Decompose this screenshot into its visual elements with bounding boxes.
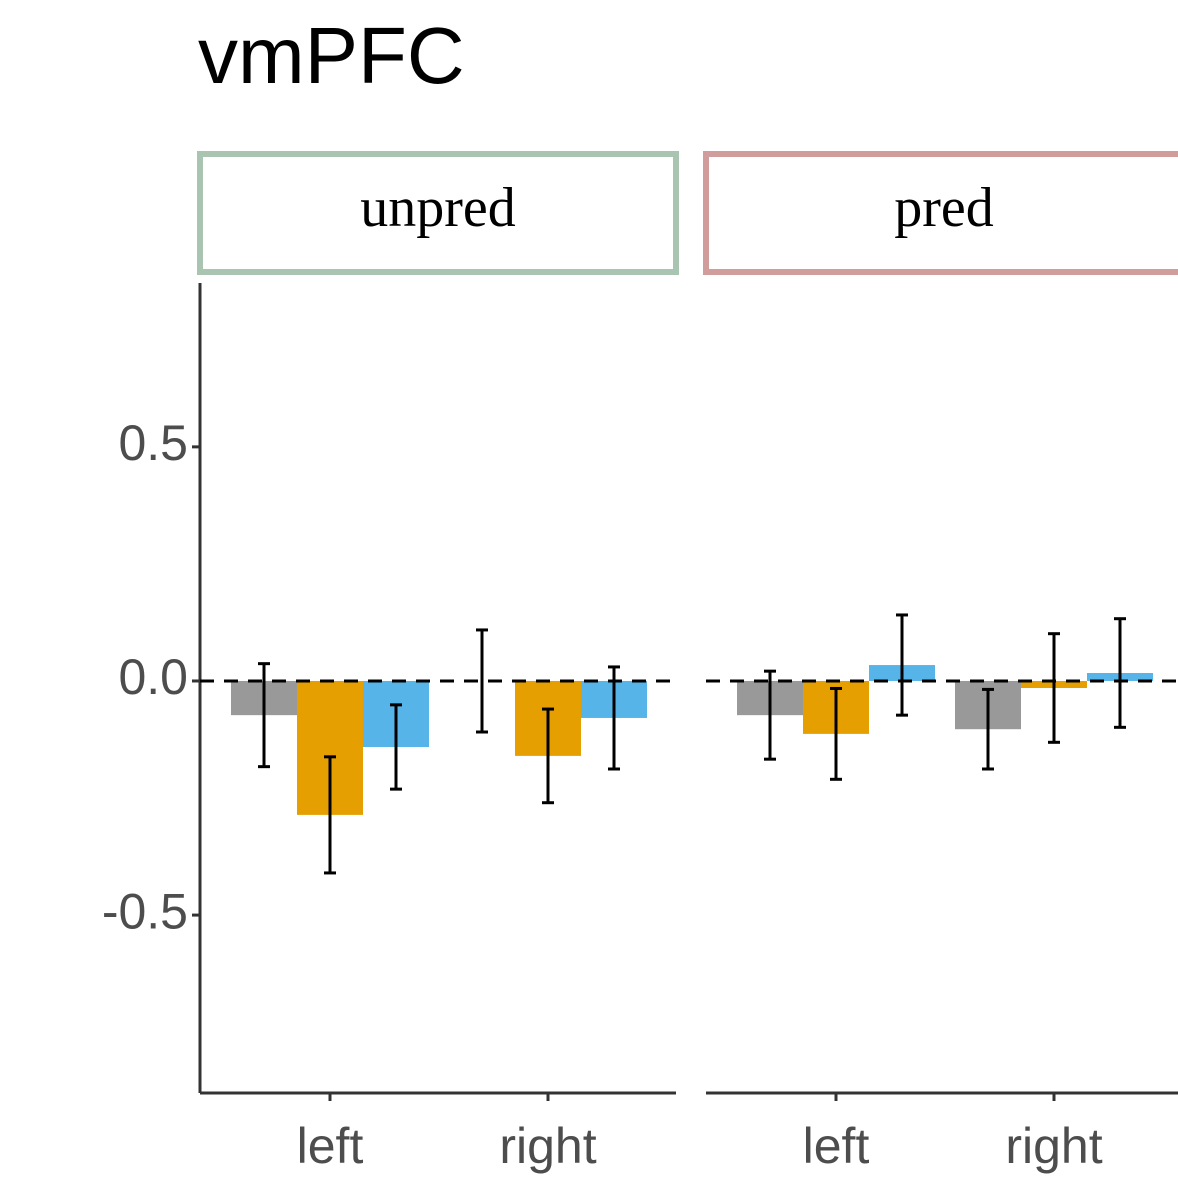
error-bar	[764, 669, 776, 761]
error-bar	[830, 686, 842, 781]
error-bar	[258, 662, 270, 769]
error-bar	[324, 755, 336, 875]
error-bar	[982, 687, 994, 771]
x-tick-label: right	[499, 1118, 596, 1174]
x-tick-label: right	[1005, 1118, 1102, 1174]
chart-title: vmPFC	[198, 11, 465, 100]
error-bar	[542, 707, 554, 805]
strip	[703, 151, 1178, 275]
y-tick-label: -0.5	[102, 883, 188, 939]
strip-label: pred	[894, 177, 994, 239]
error-bar	[896, 613, 908, 717]
error-bar	[1048, 632, 1060, 744]
x-tick-label: left	[803, 1118, 870, 1174]
x-tick-label: left	[297, 1118, 364, 1174]
error-bar	[390, 703, 402, 791]
error-bar	[476, 628, 488, 734]
error-bar	[608, 665, 620, 771]
strip-label: unpred	[360, 177, 516, 239]
error-bar	[1114, 617, 1126, 729]
y-tick-label: 0.5	[118, 415, 188, 471]
y-tick-label: 0.0	[118, 649, 188, 705]
strip	[197, 151, 679, 275]
